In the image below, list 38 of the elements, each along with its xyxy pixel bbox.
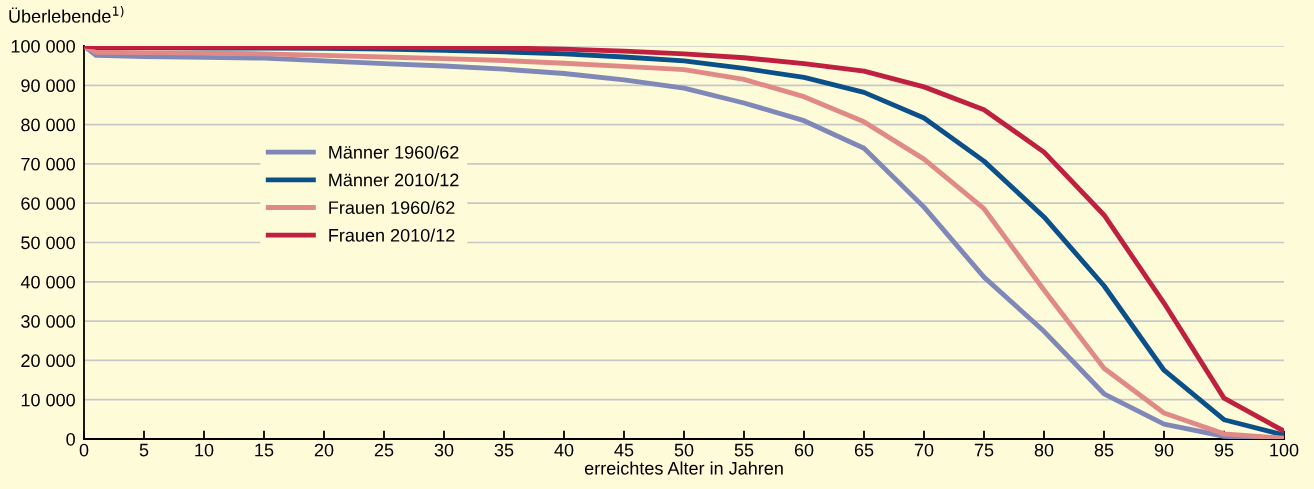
y-tick-label: 40 000	[20, 275, 75, 289]
x-tick-label: 15	[255, 443, 274, 457]
x-tick-label: 25	[374, 443, 394, 457]
x-tick-label: 45	[614, 443, 634, 457]
x-tick-label: 70	[914, 443, 934, 457]
y-tick-label: 20 000	[21, 354, 75, 368]
x-tick-label: 35	[494, 443, 514, 457]
y-tick-label: 90 000	[21, 79, 75, 93]
x-tick-label: 95	[1214, 443, 1234, 457]
legend-label: Frauen 1960/62	[329, 200, 455, 215]
x-tick-label: 40	[554, 443, 574, 457]
y-tick-label: 100 000	[11, 39, 75, 53]
x-tick-label: 30	[434, 443, 454, 457]
y-tick-label: 80 000	[21, 118, 75, 132]
y-tick-label: 10 000	[21, 393, 75, 407]
x-tick-label: 10	[195, 443, 214, 457]
x-tick-label: 100	[1270, 443, 1299, 457]
legend-label: Frauen 2010/12	[329, 228, 455, 242]
y-tick-label: 50 000	[21, 236, 75, 250]
x-tick-label: 80	[1034, 443, 1054, 457]
y-tick-label: 30 000	[21, 315, 75, 328]
y-axis-title: Überlebende$^{1)}$	[9, 6, 124, 23]
y-tick-label: 70 000	[21, 157, 75, 171]
x-tick-label: 0	[79, 443, 89, 457]
x-tick-label: 50	[674, 443, 694, 457]
x-axis-title: erreichtes Alter in Jahren	[584, 461, 783, 475]
y-tick-label: 60 000	[21, 197, 75, 210]
x-tick-label: 5	[139, 443, 149, 457]
x-tick-label: 85	[1094, 443, 1114, 457]
legend-label: Männer 1960/62	[329, 145, 459, 159]
x-tick-label: 55	[734, 443, 754, 457]
x-tick-label: 75	[974, 443, 994, 457]
x-tick-label: 60	[794, 443, 814, 457]
x-tick-label: 20	[314, 443, 334, 457]
y-tick-label: 0	[66, 432, 75, 446]
legend-label: Männer 2010/12	[329, 173, 459, 187]
x-tick-label: 65	[854, 443, 874, 457]
x-tick-label: 90	[1154, 443, 1174, 457]
